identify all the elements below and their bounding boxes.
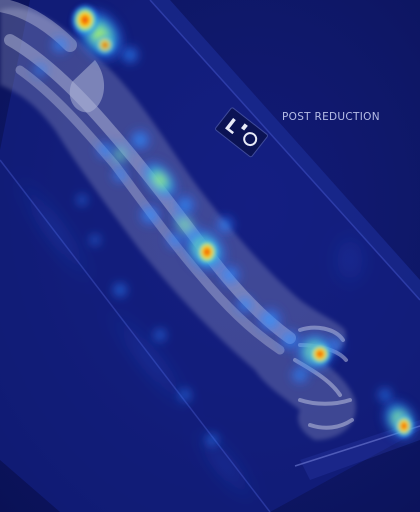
heatmap-overlay <box>14 4 418 505</box>
post-reduction-label: POST REDUCTION <box>282 111 380 123</box>
position-marker: L <box>215 107 268 158</box>
